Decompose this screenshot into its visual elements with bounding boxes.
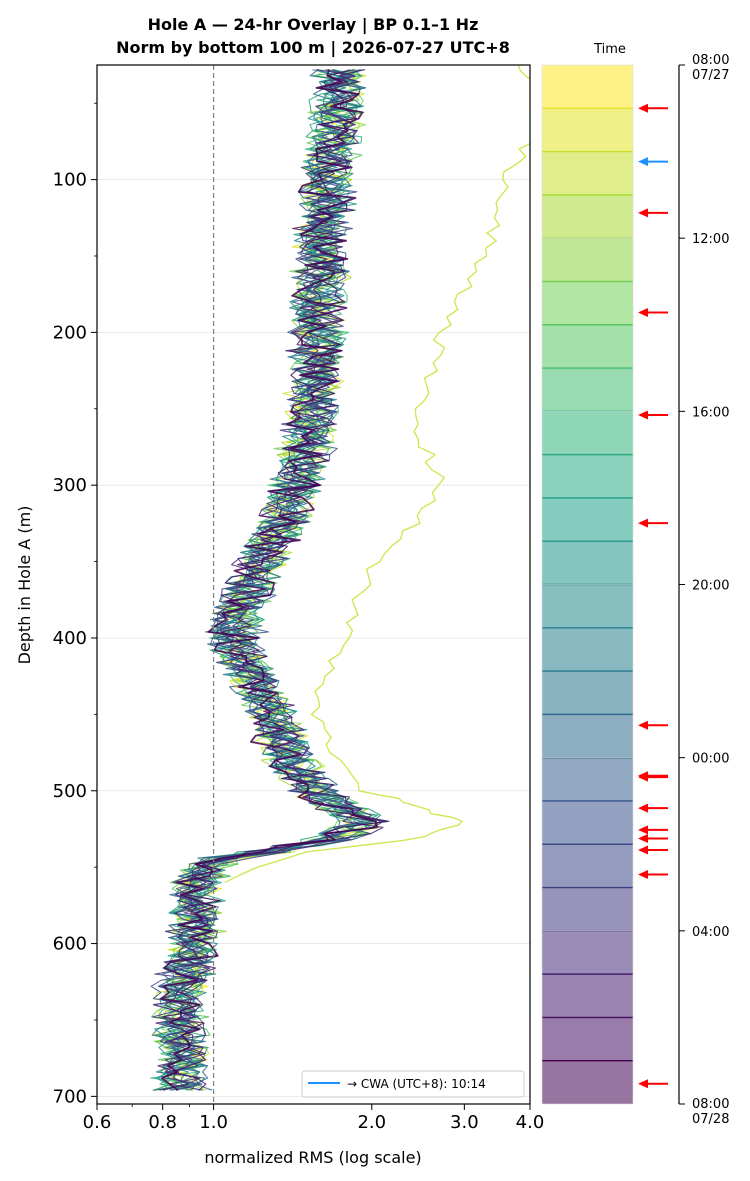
time-tick-label-0: 08:00 07/27 xyxy=(692,53,729,83)
colorbar-band-4 xyxy=(542,238,633,282)
colorbar-band-2 xyxy=(542,151,633,195)
series-line-hour-4 xyxy=(152,69,385,1091)
y-tick-label-1: 200 xyxy=(53,322,87,343)
event-arrow-6 xyxy=(638,720,668,730)
colorbar-band-11 xyxy=(542,541,633,585)
legend-box xyxy=(301,1070,525,1098)
colorbar-band-14 xyxy=(542,671,633,715)
colorbar-band-19 xyxy=(542,887,633,931)
plot-frame xyxy=(96,64,531,1105)
y-tick-label-3: 400 xyxy=(53,628,87,649)
time-tick-label-2: 16:00 xyxy=(692,405,729,420)
event-arrow-2 xyxy=(638,208,668,218)
series-group xyxy=(150,65,530,1091)
legend: → CWA (UTC+8): 10:14 xyxy=(301,1070,525,1098)
colorbar-band-1 xyxy=(542,108,633,152)
event-arrow-5 xyxy=(638,518,668,528)
event-arrow-12 xyxy=(638,845,668,855)
x-tick-label-1: 0.8 xyxy=(148,1112,177,1133)
x-tick-label-3: 2.0 xyxy=(357,1112,386,1133)
chart-title: Hole A — 24-hr Overlay | BP 0.1–1 Hz xyxy=(148,15,479,35)
colorbar-band-22 xyxy=(542,1017,633,1061)
colorbar-band-3 xyxy=(542,194,633,239)
y-axis-label: Depth in Hole A (m) xyxy=(15,506,34,665)
event-arrow-11 xyxy=(638,833,668,843)
series-line-hour-1 xyxy=(161,69,389,1091)
x-tick-label-4: 3.0 xyxy=(450,1112,479,1133)
time-tick-label-4: 00:00 xyxy=(692,752,729,767)
colorbar-band-5 xyxy=(542,281,633,325)
event-arrow-14 xyxy=(638,1079,668,1089)
event-arrow-10 xyxy=(638,825,668,835)
colorbar-band-10 xyxy=(542,497,633,542)
x-tick-label-0: 0.6 xyxy=(83,1112,112,1133)
event-arrow-3 xyxy=(638,307,668,317)
colorbar-label: Time xyxy=(593,42,626,57)
legend-label: → CWA (UTC+8): 10:14 xyxy=(347,1077,486,1091)
colorbar-band-23 xyxy=(542,1060,633,1104)
series-line-hour-2 xyxy=(155,69,384,1091)
event-arrow-13 xyxy=(638,870,668,880)
colorbar-band-20 xyxy=(542,930,633,975)
colorbar-band-9 xyxy=(542,454,633,498)
colorbar-band-12 xyxy=(542,584,633,628)
time-colorbar: 08:00 07/27 12:00 16:00 20:00 00:00 04:00 08:00… xyxy=(541,53,729,1127)
y-tick-label-2: 300 xyxy=(53,475,87,496)
event-arrow-8 xyxy=(638,772,668,782)
time-tick-label-3: 20:00 xyxy=(692,579,729,594)
y-tick-label-0: 100 xyxy=(53,170,87,191)
x-tick-label-5: 4.0 xyxy=(516,1112,545,1133)
colorbar-band-6 xyxy=(542,324,633,369)
colorbar-band-13 xyxy=(542,627,633,672)
main-plot: 100 200 300 400 500 600 700 0.6 0.8 1.0 2.0 3.0 4.0 xyxy=(53,64,545,1133)
event-arrow-4 xyxy=(638,410,668,420)
chart-subtitle: Norm by bottom 100 m | 2026-07-27 UTC+8 xyxy=(116,38,510,58)
colorbar-band-7 xyxy=(542,368,633,412)
time-tick-label-5: 04:00 xyxy=(692,925,729,940)
time-tick-label-1: 12:00 xyxy=(692,232,729,247)
y-tick-label-5: 600 xyxy=(53,934,87,955)
colorbar-band-8 xyxy=(542,411,633,455)
y-tick-label-4: 500 xyxy=(53,781,87,802)
colorbar-band-0 xyxy=(542,65,633,109)
event-arrow-1 xyxy=(638,157,668,167)
colorbar-band-21 xyxy=(542,974,633,1018)
colorbar-band-16 xyxy=(542,757,633,801)
colorbar-band-15 xyxy=(542,714,633,758)
event-arrow-0 xyxy=(638,103,668,113)
time-tick-label-6: 08:00 07/28 xyxy=(692,1097,729,1127)
event-arrow-9 xyxy=(638,803,668,813)
x-axis-label: normalized RMS (log scale) xyxy=(204,1148,421,1167)
series-line-hour-0 xyxy=(160,69,378,1091)
colorbar-band-17 xyxy=(542,800,633,845)
x-tick-label-2: 1.0 xyxy=(199,1112,228,1133)
colorbar-band-18 xyxy=(542,844,633,888)
series-line-highlight xyxy=(224,65,530,883)
y-tick-label-6: 700 xyxy=(53,1086,87,1107)
